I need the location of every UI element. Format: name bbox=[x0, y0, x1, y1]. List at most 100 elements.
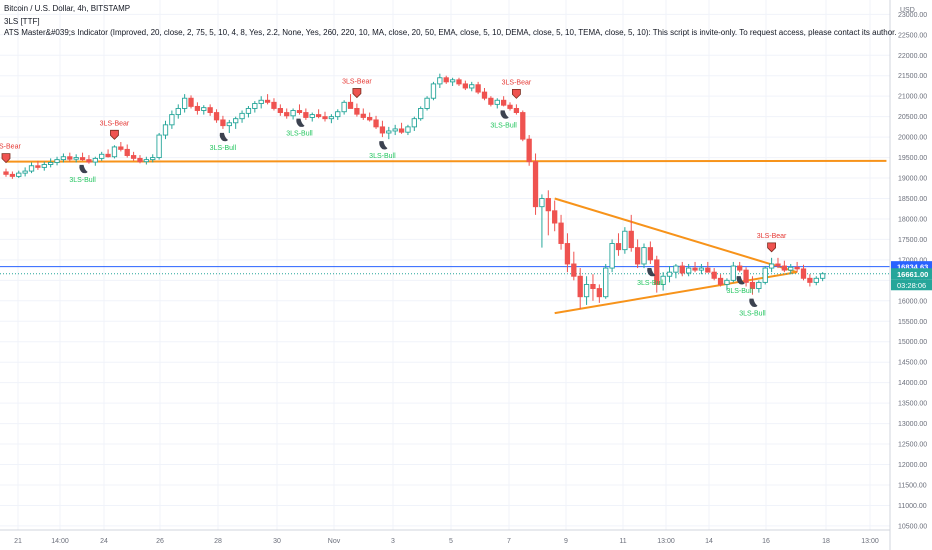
candle bbox=[233, 116, 239, 129]
candles bbox=[3, 73, 826, 309]
price-tick-label: 13500.00 bbox=[898, 401, 927, 408]
bull-label: 3LS-Bull bbox=[637, 280, 664, 287]
candle bbox=[577, 268, 583, 309]
candle-body bbox=[532, 161, 539, 208]
candle bbox=[596, 284, 602, 303]
candle-body bbox=[341, 101, 347, 113]
candle bbox=[813, 276, 819, 286]
candle-body bbox=[169, 114, 175, 126]
candle bbox=[335, 109, 341, 120]
candle bbox=[405, 124, 411, 136]
price-tick-label: 18000.00 bbox=[898, 216, 927, 223]
countdown-text: 03:28:06 bbox=[897, 281, 926, 290]
candle bbox=[788, 263, 794, 275]
bull-label: 3LS-Bull bbox=[69, 177, 96, 184]
candle bbox=[341, 100, 347, 115]
candle bbox=[175, 104, 181, 119]
bull-signal: 3LS-Bull bbox=[369, 141, 396, 160]
candle bbox=[666, 266, 673, 283]
candle-body bbox=[35, 165, 41, 168]
bear-signal: 3LS-Bear bbox=[0, 144, 21, 164]
candle bbox=[386, 126, 392, 140]
candle-body bbox=[124, 148, 130, 156]
bull-icon bbox=[379, 141, 388, 150]
candle bbox=[583, 276, 590, 305]
candle bbox=[239, 110, 245, 123]
candle-body bbox=[488, 97, 494, 105]
candle-body bbox=[698, 267, 705, 271]
candle-body bbox=[252, 103, 258, 109]
candle bbox=[9, 171, 16, 179]
candle bbox=[500, 96, 507, 107]
bear-label: 3LS-Bear bbox=[757, 233, 787, 240]
bull-icon bbox=[296, 118, 305, 127]
time-axis[interactable]: 21 14:00 24 26 28 30 Nov 3 5 7 9 11 13:00 14 16 18 13:00 bbox=[0, 529, 890, 545]
candle bbox=[494, 98, 500, 109]
candle-body bbox=[194, 105, 201, 111]
candle bbox=[48, 158, 54, 168]
candle bbox=[67, 152, 73, 162]
candle-body bbox=[558, 222, 564, 244]
price-axis[interactable]: USD 10500.00 11000.00 11500.00 12000.00 12500… bbox=[889, 0, 932, 550]
candle bbox=[698, 263, 705, 275]
candle bbox=[807, 274, 813, 287]
candle bbox=[481, 87, 488, 101]
candle-body bbox=[564, 243, 571, 265]
candle bbox=[22, 167, 28, 177]
candle-body bbox=[807, 277, 813, 283]
candle bbox=[443, 75, 449, 84]
bull-signal: 3LS-Bull bbox=[69, 164, 96, 184]
candle bbox=[3, 168, 9, 177]
candle-body bbox=[213, 112, 220, 121]
bull-label: 3LS-Bull bbox=[490, 122, 517, 129]
bull-icon bbox=[749, 298, 758, 308]
candle bbox=[156, 133, 162, 160]
candle bbox=[35, 160, 41, 170]
candle bbox=[213, 109, 220, 123]
candle bbox=[430, 81, 437, 101]
candle-body bbox=[500, 99, 507, 106]
bear-icon bbox=[767, 242, 776, 253]
candle bbox=[392, 124, 398, 136]
candle-body bbox=[386, 130, 392, 134]
candle bbox=[290, 108, 296, 120]
indicator-ats-master[interactable]: ATS Master&#039;s Indicator (Improved, 2… bbox=[4, 28, 897, 37]
indicator-3ls[interactable]: 3LS [TTF] bbox=[4, 17, 40, 26]
price-tick-label: 20500.00 bbox=[898, 114, 927, 121]
candle-body bbox=[3, 171, 9, 175]
candle-body bbox=[424, 97, 430, 109]
candle bbox=[226, 119, 232, 134]
candle-body bbox=[347, 101, 354, 109]
candle-body bbox=[92, 157, 98, 163]
bull-icon bbox=[500, 110, 509, 119]
candle-body bbox=[258, 99, 264, 104]
bear-icon bbox=[110, 129, 119, 140]
candle-body bbox=[673, 265, 679, 273]
time-tick-label: 9 bbox=[564, 538, 568, 545]
time-tick-label: 28 bbox=[214, 538, 222, 545]
candle bbox=[315, 109, 322, 119]
candle bbox=[194, 102, 201, 115]
level-price-tag-text: 16834.63 bbox=[897, 263, 928, 272]
candle-body bbox=[150, 157, 156, 161]
candle bbox=[347, 94, 354, 109]
candle bbox=[411, 116, 417, 131]
candle bbox=[322, 111, 328, 122]
price-tick-label: 13000.00 bbox=[898, 421, 927, 428]
candle-body bbox=[813, 277, 819, 283]
candle-body bbox=[794, 266, 800, 270]
candle bbox=[603, 263, 609, 299]
candle bbox=[41, 161, 47, 171]
candle-body bbox=[603, 267, 609, 298]
candle bbox=[532, 153, 539, 215]
candle-body bbox=[475, 84, 481, 93]
candle-body bbox=[596, 288, 602, 298]
candle-body bbox=[507, 104, 513, 109]
symbol-title[interactable]: Bitcoin / U.S. Dollar, 4h, BITSTAMP bbox=[4, 4, 131, 13]
candle-body bbox=[54, 159, 60, 163]
candle-body bbox=[67, 156, 73, 160]
candle-body bbox=[456, 79, 462, 85]
time-tick-label: 13:00 bbox=[657, 538, 675, 545]
bull-signal: 3LS-Bull bbox=[286, 118, 313, 138]
